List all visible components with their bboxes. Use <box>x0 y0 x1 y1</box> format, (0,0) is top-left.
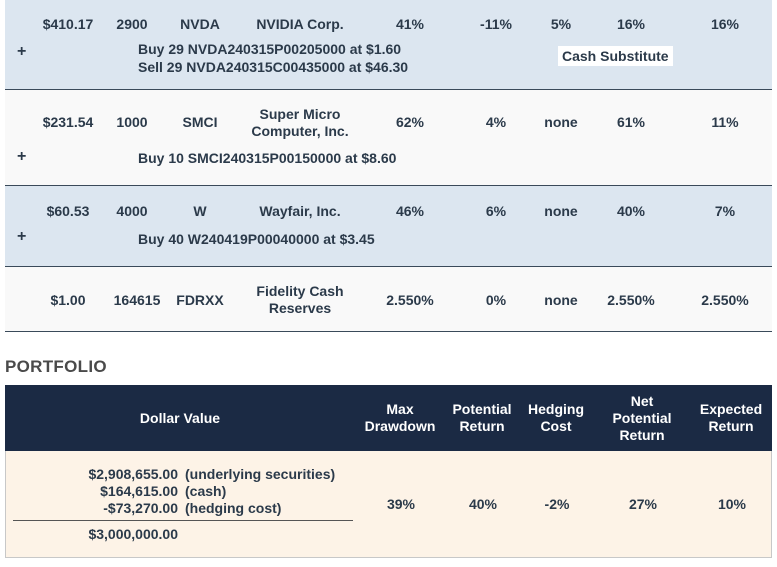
expected-return-cell: 2.550% <box>701 292 749 308</box>
table-row-smci: $231.54 1000 SMCI Super Micro Computer, … <box>5 90 772 185</box>
header-net-potential-return: Net Potential Return <box>605 393 679 444</box>
table-row-nvda: $410.17 2900 NVDA NVIDIA Corp. 41% -11% … <box>5 0 772 89</box>
header-line: Potential <box>612 410 672 426</box>
header-line: Return <box>459 418 505 434</box>
hedge-line: Buy 10 SMCI240315P00150000 at $8.60 <box>138 150 397 166</box>
expand-plus-icon[interactable]: + <box>17 148 27 165</box>
price-cell: $410.17 <box>42 16 94 32</box>
breakdown-label: (hedging cost) <box>185 500 282 516</box>
hedged-return-cell: 6% <box>485 203 507 219</box>
header-line: Hedging <box>528 401 584 417</box>
portfolio-expected-return: 10% <box>717 496 747 512</box>
header-line: Cost <box>540 418 572 434</box>
hedge-line: Buy 29 NVDA240315P00205000 at $1.60 <box>138 41 402 57</box>
company-name-line: Computer, Inc. <box>251 123 349 139</box>
ticker-cell: W <box>193 203 207 219</box>
ticker-cell: NVDA <box>180 16 220 32</box>
hedged-return-cell: -11% <box>480 16 512 32</box>
company-name-line: Fidelity Cash <box>256 283 344 299</box>
potential-return-cell: 61% <box>616 114 646 130</box>
price-cell: $231.54 <box>42 114 94 130</box>
price-cell: $1.00 <box>50 292 86 308</box>
breakdown-amount: -$73,270.00 <box>103 500 178 516</box>
ticker-cell: SMCI <box>182 114 218 130</box>
expected-return-cell: 16% <box>710 16 740 32</box>
max-drawdown-cell: 46% <box>395 203 425 219</box>
max-drawdown-cell: 62% <box>395 114 425 130</box>
header-line: Expected <box>699 401 763 417</box>
max-drawdown-cell: 2.550% <box>386 292 434 308</box>
row-divider <box>5 266 772 267</box>
row-divider <box>5 89 772 90</box>
header-line: Max <box>386 401 414 417</box>
shares-cell: 2900 <box>116 16 148 32</box>
header-expected-return: Expected Return <box>691 401 771 435</box>
portfolio-section-title: PORTFOLIO <box>5 357 107 376</box>
company-name-cell: Fidelity Cash Reserves <box>235 283 365 317</box>
shares-cell: 4000 <box>116 203 148 219</box>
potential-return-cell: 2.550% <box>607 292 655 308</box>
hedge-cost-cell: 5% <box>550 16 572 32</box>
table-row-fdrxx: $1.00 164615 FDRXX Fidelity Cash Reserve… <box>5 267 772 331</box>
header-line: Drawdown <box>364 418 436 434</box>
header-dollar-value: Dollar Value <box>139 410 221 426</box>
portfolio-net-potential-return: 27% <box>628 496 658 512</box>
expand-plus-icon[interactable]: + <box>17 228 27 245</box>
shares-cell: 1000 <box>116 114 148 130</box>
hedge-cost-cell: none <box>544 292 578 308</box>
expected-return-cell: 7% <box>714 203 736 219</box>
sum-divider <box>13 520 353 521</box>
expected-return-cell: 11% <box>711 114 739 130</box>
ticker-cell: FDRXX <box>176 292 224 308</box>
hedge-line: Buy 40 W240419P00040000 at $3.45 <box>138 231 375 247</box>
breakdown-amount: $2,908,655.00 <box>88 466 178 482</box>
cash-substitute-badge: Cash Substitute <box>558 46 673 66</box>
portfolio-summary-row: $2,908,655.00 (underlying securities) $1… <box>5 451 772 558</box>
portfolio-max-drawdown: 39% <box>386 496 416 512</box>
header-line: Potential <box>452 401 512 417</box>
breakdown-amount: $164,615.00 <box>100 483 178 499</box>
header-hedging-cost: Hedging Cost <box>521 401 591 435</box>
hedged-return-cell: 0% <box>485 292 507 308</box>
price-cell: $60.53 <box>46 203 90 219</box>
hedge-cost-cell: none <box>544 114 578 130</box>
header-potential-return: Potential Return <box>445 401 519 435</box>
header-line: Net <box>630 393 654 409</box>
company-name-cell: Super Micro Computer, Inc. <box>235 106 365 140</box>
potential-return-cell: 16% <box>616 16 646 32</box>
portfolio-hedging-cost: -2% <box>544 496 570 512</box>
table-row-w: $60.53 4000 W Wayfair, Inc. 46% 6% none … <box>5 186 772 266</box>
company-name-cell: Wayfair, Inc. <box>259 203 341 219</box>
row-divider <box>5 185 772 186</box>
potential-return-cell: 40% <box>616 203 646 219</box>
portfolio-header-row: Dollar Value Max Drawdown Potential Retu… <box>5 385 772 451</box>
header-max-drawdown: Max Drawdown <box>360 401 440 435</box>
company-name-line: Super Micro <box>259 106 341 122</box>
table-bottom-border <box>5 331 772 332</box>
portfolio-potential-return: 40% <box>468 496 498 512</box>
hedged-return-cell: 4% <box>485 114 507 130</box>
total-dollar-value: $3,000,000.00 <box>88 526 178 542</box>
expand-plus-icon[interactable]: + <box>17 43 27 60</box>
breakdown-label: (underlying securities) <box>185 466 336 482</box>
company-name-cell: NVIDIA Corp. <box>256 16 344 32</box>
hedge-cost-cell: none <box>544 203 578 219</box>
header-line: Return <box>708 418 754 434</box>
shares-cell: 164615 <box>113 292 161 308</box>
header-line: Return <box>619 427 665 443</box>
hedge-line: Sell 29 NVDA240315C00435000 at $46.30 <box>138 59 409 75</box>
company-name-line: Reserves <box>268 300 332 316</box>
max-drawdown-cell: 41% <box>395 16 425 32</box>
breakdown-label: (cash) <box>185 483 227 499</box>
